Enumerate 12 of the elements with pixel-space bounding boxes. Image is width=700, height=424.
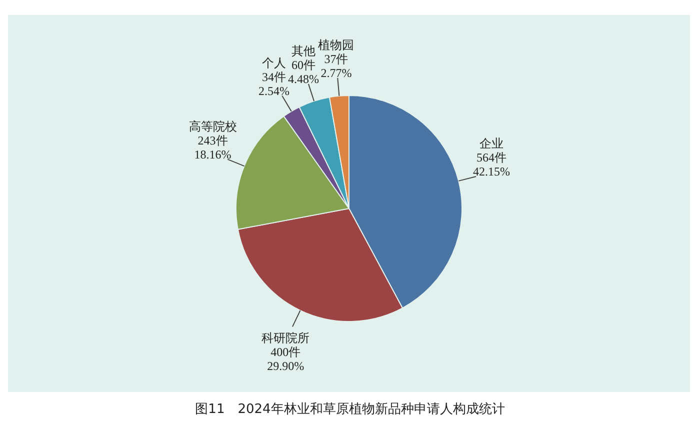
data-label: 564件 42.15% — [473, 150, 510, 179]
data-label: 60件 4.48% — [288, 58, 320, 86]
data-label: 37件 2.77% — [320, 52, 352, 80]
slice-label: 个人 — [262, 56, 286, 70]
slice-label: 高等院校 — [188, 119, 237, 134]
slice-label: 植物园 — [318, 38, 354, 52]
data-label: 400件 29.90% — [267, 344, 304, 373]
slice-label: 科研院所 — [262, 330, 310, 345]
slice-label: 企业 — [480, 136, 504, 151]
data-label: 243件 18.16% — [194, 133, 232, 162]
text: 图11 2024年林业和草原植物新品种申请人构成统计 — [194, 401, 506, 418]
slice-label: 其他 — [292, 44, 316, 58]
